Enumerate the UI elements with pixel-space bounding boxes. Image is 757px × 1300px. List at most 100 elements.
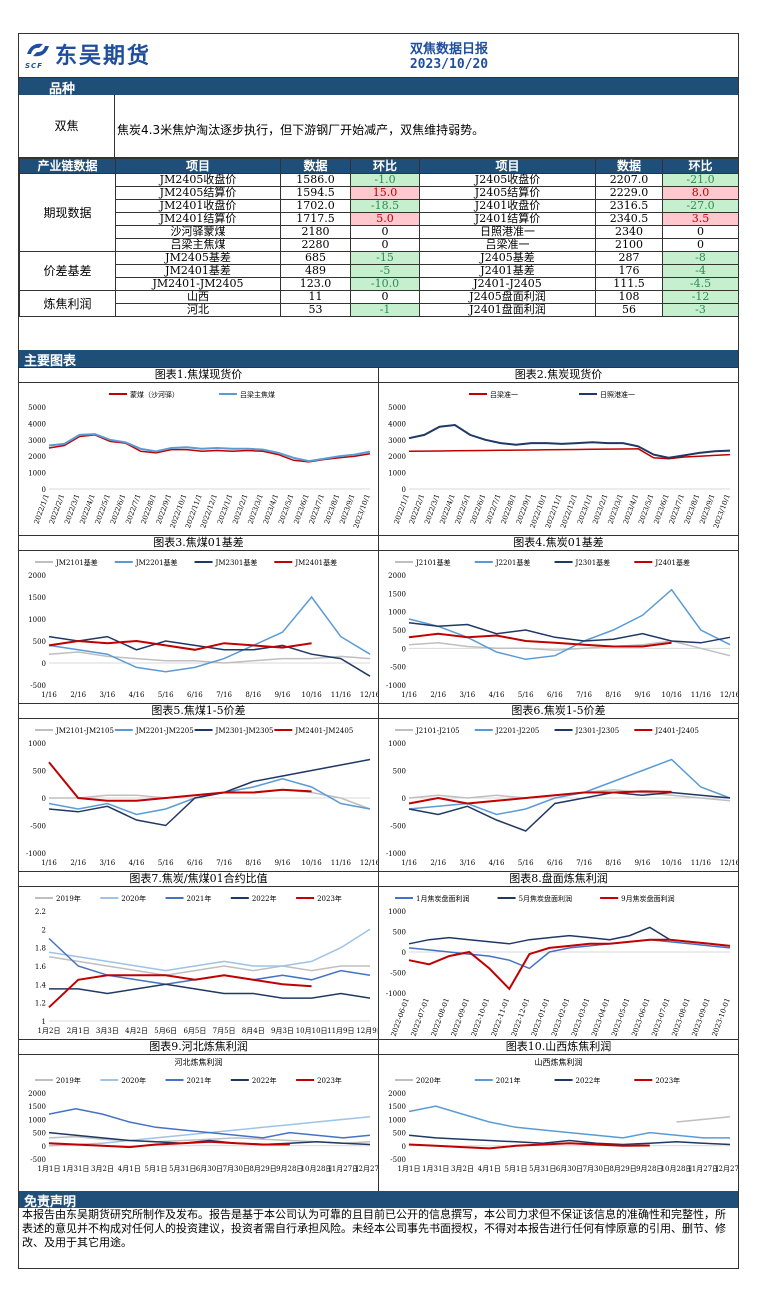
x-tick-label: 2023-10-01	[711, 997, 732, 1038]
table-cell: 2180	[280, 225, 351, 239]
x-tick-label: 7/16	[576, 859, 592, 867]
series-line	[408, 1134, 731, 1146]
x-tick-label: 1月2日	[38, 1027, 61, 1035]
charts-bar: 主要图表	[19, 350, 738, 369]
x-tick-label: 12/16	[720, 859, 738, 867]
legend-label: 吕梁主焦煤	[240, 390, 275, 399]
chart-title: 图表3.焦煤01基差	[19, 536, 378, 551]
legend-label: 2023年	[655, 1076, 680, 1085]
series-line	[408, 1105, 730, 1139]
disclaimer-text: 本报告由东吴期货研究所制作及发布。报告是基于本公司认为可靠的且目前已公开的信息撰…	[22, 1208, 726, 1249]
x-tick-label: 4月1日	[478, 1165, 501, 1173]
legend-label: J2401-J2405	[654, 727, 699, 735]
x-tick-label: 5/16	[158, 859, 174, 867]
y-tick-label: 2000	[388, 1090, 406, 1098]
y-tick-label: 500	[33, 1130, 46, 1138]
table-cell: 2340.5	[595, 212, 663, 226]
x-tick-label: 8/16	[605, 859, 621, 867]
legend-label: 吕梁准一	[490, 390, 518, 399]
x-tick-label: 2023-07-01	[650, 997, 671, 1038]
variety-bar: 品种	[19, 78, 738, 97]
x-tick-label: 5/16	[518, 691, 534, 699]
y-tick-label: 3000	[28, 437, 46, 445]
legend-label: 2021年	[187, 894, 212, 903]
chart-col-divider	[378, 1039, 379, 1191]
chart-8: 1月焦炭盘面利润 5月焦炭盘面利润 9月焦炭盘面利润 1000 500 0 -500 -100…	[386, 894, 732, 1038]
y-tick-label: 0	[402, 486, 406, 494]
x-tick-label: 11月27日	[687, 1165, 719, 1173]
x-tick-label: 12月9日	[356, 1027, 378, 1035]
y-tick-label: -500	[390, 664, 406, 672]
y-tick-label: 0	[42, 660, 46, 668]
series-line	[408, 621, 731, 644]
x-tick-label: 2月1日	[67, 1027, 90, 1035]
chart-title: 图表5.焦煤1-5价差	[19, 704, 378, 719]
x-tick-label: 8月29日	[249, 1165, 276, 1173]
y-tick-label: 3000	[388, 437, 406, 445]
x-tick-label: 5/16	[518, 859, 534, 867]
charts-label: 主要图表	[24, 354, 77, 369]
series-line	[408, 790, 672, 805]
table-cell: J2401-J2405	[419, 277, 596, 291]
chain-header-cell: 环比	[662, 158, 739, 174]
x-tick-label: 2/16	[430, 859, 446, 867]
chain-header-cell: 环比	[350, 158, 420, 174]
table-cell: 56	[595, 303, 663, 317]
x-tick-label: 4月2日	[125, 1027, 148, 1035]
y-tick-label: 1000	[388, 609, 406, 617]
x-tick-label: 6月5日	[183, 1027, 206, 1035]
x-tick-label: 4/16	[129, 859, 145, 867]
table-cell: 1586.0	[280, 173, 351, 187]
x-tick-label: 8/16	[245, 859, 261, 867]
y-tick-label: 4000	[28, 420, 46, 428]
table-cell: 0	[350, 225, 420, 239]
series-line	[408, 448, 731, 460]
y-tick-label: 500	[393, 929, 406, 937]
table-row: 价差基差 JM2405基差 685 -15 J2405基差 287 -8	[19, 251, 739, 291]
table-cell: 河北	[115, 303, 281, 317]
x-tick-label: 8/16	[245, 691, 261, 699]
x-tick-label: 2023-09-01	[690, 997, 711, 1038]
legend-label: JM2101基差	[55, 558, 98, 567]
table-cell: 108	[595, 290, 663, 304]
x-tick-label: 11/16	[331, 859, 352, 867]
y-tick-label: -1000	[386, 682, 406, 690]
y-tick-label: 2000	[388, 453, 406, 461]
y-tick-label: -500	[30, 1156, 46, 1164]
x-tick-label: 11月27日	[327, 1165, 359, 1173]
x-tick-label: 5月31日	[169, 1165, 196, 1173]
x-tick-label: 2/16	[70, 691, 86, 699]
logo-icon	[27, 43, 49, 57]
series-line	[408, 588, 731, 661]
x-tick-label: 4/16	[489, 859, 505, 867]
table-cell: -5	[350, 264, 420, 278]
legend-label: 2022年	[252, 894, 277, 903]
y-tick-label: 1000	[388, 740, 406, 748]
chart-col-divider	[378, 871, 379, 1039]
x-tick-label: 12/16	[720, 691, 738, 699]
x-tick-label: 2022-09-01	[450, 997, 471, 1038]
table-cell: JM2401结算价	[115, 212, 281, 226]
y-tick-label: 1	[42, 1018, 46, 1026]
y-tick-label: 4000	[388, 420, 406, 428]
table-cell: 沙河驿蒙煤	[115, 225, 281, 239]
legend-label: 2022年	[252, 1076, 277, 1085]
x-tick-label: 9月28日	[636, 1165, 663, 1173]
y-tick-label: 2	[42, 926, 46, 934]
x-tick-label: 5月1日	[145, 1165, 168, 1173]
table-cell: JM2405基差	[115, 251, 281, 265]
y-tick-label: 500	[33, 768, 46, 776]
x-tick-label: 2022-10-01	[470, 997, 491, 1038]
table-cell: 0	[662, 225, 739, 239]
x-tick-label: 1/16	[401, 691, 417, 699]
series-line	[408, 791, 731, 832]
series-line	[408, 1142, 650, 1150]
chart-title: 图表8.盘面炼焦利润	[379, 872, 738, 887]
y-tick-label: 500	[33, 638, 46, 646]
group-label: 价差基差	[19, 251, 116, 291]
chart-title: 图表1.焦煤现货价	[19, 368, 378, 383]
x-tick-label: 3月3日	[96, 1027, 119, 1035]
x-tick-label: 2023-08-01	[670, 997, 691, 1038]
y-tick-label: 0	[402, 949, 406, 957]
x-tick-label: 2023-03-01	[570, 997, 591, 1038]
